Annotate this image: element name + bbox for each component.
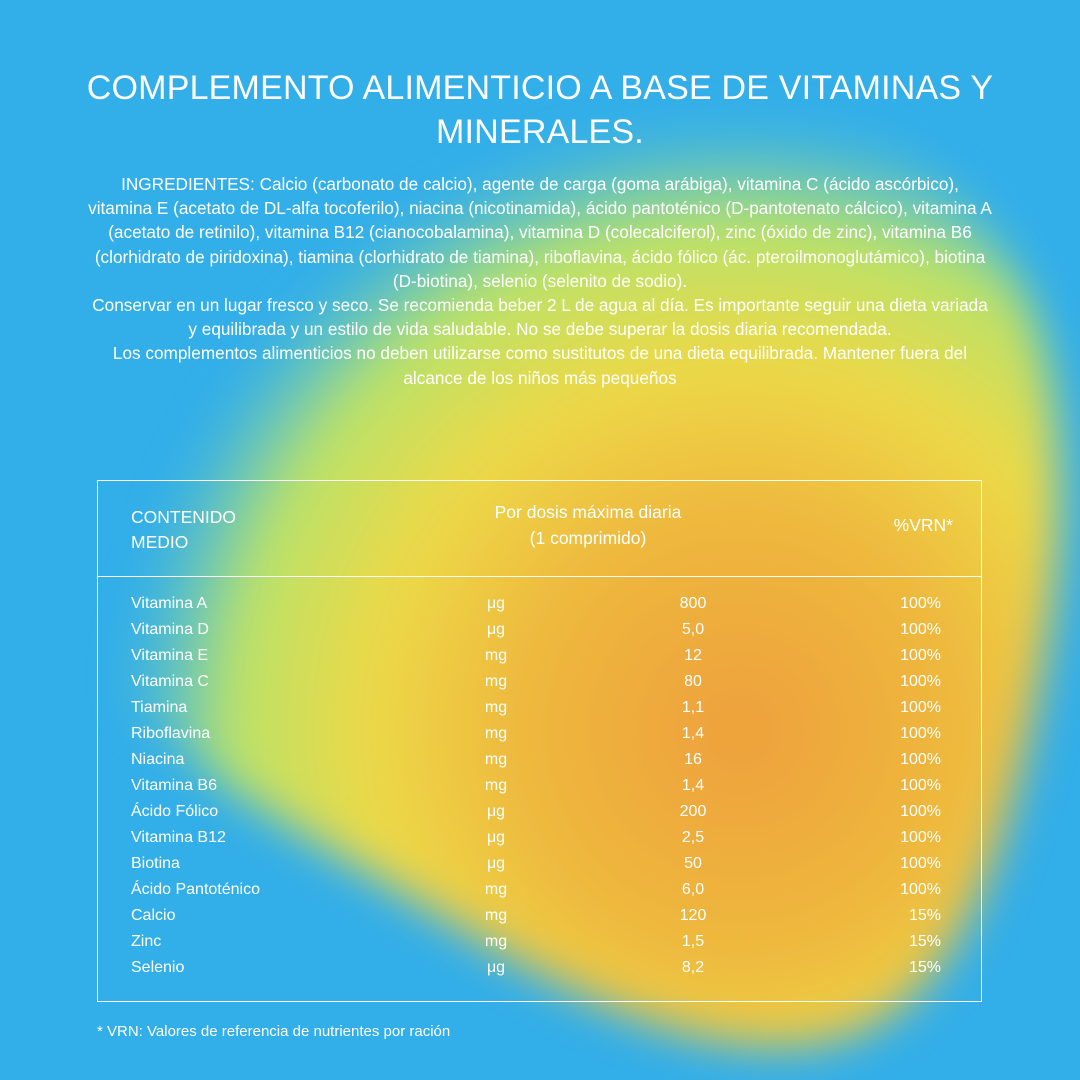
table-row: Zinc mg 1,5 15%	[98, 932, 981, 958]
nutrient-name: Ácido Fólico	[131, 803, 219, 820]
nutrient-value: 800	[679, 595, 707, 612]
nutrient-name: Vitamina B12	[131, 829, 226, 846]
table-row: Ácido Fólico μg 200 100%	[98, 802, 981, 828]
table-row: Vitamina D μg 5,0 100%	[98, 620, 981, 646]
header-dose-line1: Por dosis máxima diaria	[494, 502, 682, 522]
nutrient-vrn: 100%	[900, 699, 941, 716]
nutrient-unit: mg	[484, 699, 508, 716]
nutrient-unit: mg	[484, 647, 508, 664]
nutrient-value: 1,4	[681, 725, 705, 742]
nutrient-value: 16	[684, 751, 702, 768]
nutrient-value: 8,2	[681, 959, 705, 976]
nutrient-value: 6,0	[681, 881, 705, 898]
nutrient-value: 1,5	[681, 933, 705, 950]
nutrient-name: Riboflavina	[131, 725, 211, 742]
footnote: * VRN: Valores de referencia de nutrient…	[97, 1023, 451, 1040]
nutrient-value: 1,1	[681, 699, 705, 716]
nutrient-unit: μg	[486, 855, 506, 872]
nutrient-unit: mg	[484, 751, 508, 768]
nutrient-vrn: 100%	[900, 855, 941, 872]
nutrient-value: 50	[684, 855, 702, 872]
nutrient-vrn: 100%	[900, 803, 941, 820]
nutrient-unit: mg	[484, 777, 508, 794]
nutrient-unit: μg	[486, 621, 506, 638]
header-dose: Por dosis máxima diaria (1 comprimido)	[438, 499, 738, 551]
warning-paragraph: Los complementos alimenticios no deben u…	[112, 343, 968, 388]
nutrition-table: CONTENIDO MEDIO Por dosis máxima diaria …	[97, 480, 982, 1002]
table-row: Calcio mg 120 15%	[98, 906, 981, 932]
nutrient-vrn: 100%	[900, 673, 941, 690]
table-row: Tiamina mg 1,1 100%	[98, 698, 981, 724]
nutrient-unit: mg	[484, 725, 508, 742]
header-content-line2: MEDIO	[131, 532, 189, 552]
table-row: Riboflavina mg 1,4 100%	[98, 724, 981, 750]
nutrient-name: Zinc	[131, 933, 162, 950]
nutrient-vrn: 15%	[908, 907, 941, 924]
nutrient-name: Tiamina	[131, 699, 188, 716]
table-row: Vitamina E mg 12 100%	[98, 646, 981, 672]
nutrient-unit: μg	[486, 803, 506, 820]
table-row: Vitamina B12 μg 2,5 100%	[98, 828, 981, 854]
nutrient-name: Calcio	[131, 907, 176, 924]
product-title: COMPLEMENTO ALIMENTICIO A BASE DE VITAMI…	[86, 69, 994, 151]
table-row: Selenio μg 8,2 15%	[98, 958, 981, 984]
nutrient-vrn: 100%	[900, 725, 941, 742]
table-row: Ácido Pantoténico mg 6,0 100%	[98, 880, 981, 906]
nutrient-unit: μg	[486, 959, 506, 976]
nutrient-value: 12	[684, 647, 702, 664]
nutrient-unit: μg	[486, 595, 506, 612]
nutrient-value: 80	[684, 673, 702, 690]
table-row: Biotina μg 50 100%	[98, 854, 981, 880]
table-row: Vitamina C mg 80 100%	[98, 672, 981, 698]
table-row: Niacina mg 16 100%	[98, 750, 981, 776]
table-row: Vitamina B6 mg 1,4 100%	[98, 776, 981, 802]
nutrient-name: Vitamina D	[131, 621, 209, 638]
header-dose-line2: (1 comprimido)	[529, 528, 647, 548]
nutrient-value: 5,0	[681, 621, 705, 638]
header-vrn: %VRN*	[893, 515, 953, 535]
nutrient-value: 120	[679, 907, 707, 924]
table-row: Vitamina A μg 800 100%	[98, 594, 981, 620]
nutrient-name: Vitamina A	[131, 595, 208, 612]
table-header: CONTENIDO MEDIO Por dosis máxima diaria …	[98, 481, 981, 577]
nutrient-unit: mg	[484, 933, 508, 950]
nutrient-unit: mg	[484, 907, 508, 924]
nutrient-vrn: 100%	[900, 595, 941, 612]
nutrient-value: 200	[679, 803, 707, 820]
nutrient-vrn: 100%	[900, 621, 941, 638]
nutrient-name: Ácido Pantoténico	[131, 881, 260, 898]
ingredients-paragraph: INGREDIENTES: Calcio (carbonato de calci…	[88, 174, 992, 291]
nutrient-vrn: 100%	[900, 881, 941, 898]
header-content: CONTENIDO MEDIO	[131, 505, 291, 555]
nutrient-value: 1,4	[681, 777, 705, 794]
nutrient-vrn: 100%	[900, 777, 941, 794]
storage-paragraph: Conservar en un lugar fresco y seco. Se …	[92, 295, 988, 340]
nutrient-vrn: 100%	[900, 647, 941, 664]
nutrient-vrn: 15%	[908, 933, 941, 950]
nutrient-unit: mg	[484, 673, 508, 690]
nutrient-unit: mg	[484, 881, 508, 898]
nutrient-vrn: 100%	[900, 751, 941, 768]
nutrient-value: 2,5	[681, 829, 705, 846]
nutrient-vrn: 100%	[900, 829, 941, 846]
nutrient-vrn: 15%	[908, 959, 941, 976]
nutrient-name: Vitamina E	[131, 647, 209, 664]
nutrient-name: Vitamina C	[131, 673, 209, 690]
nutrient-name: Vitamina B6	[131, 777, 217, 794]
nutrient-name: Niacina	[131, 751, 185, 768]
nutrient-name: Biotina	[131, 855, 180, 872]
nutrient-name: Selenio	[131, 959, 185, 976]
nutrient-unit: μg	[486, 829, 506, 846]
header-content-line1: CONTENIDO	[131, 507, 236, 527]
ingredients-text: INGREDIENTES: Calcio (carbonato de calci…	[88, 172, 992, 390]
